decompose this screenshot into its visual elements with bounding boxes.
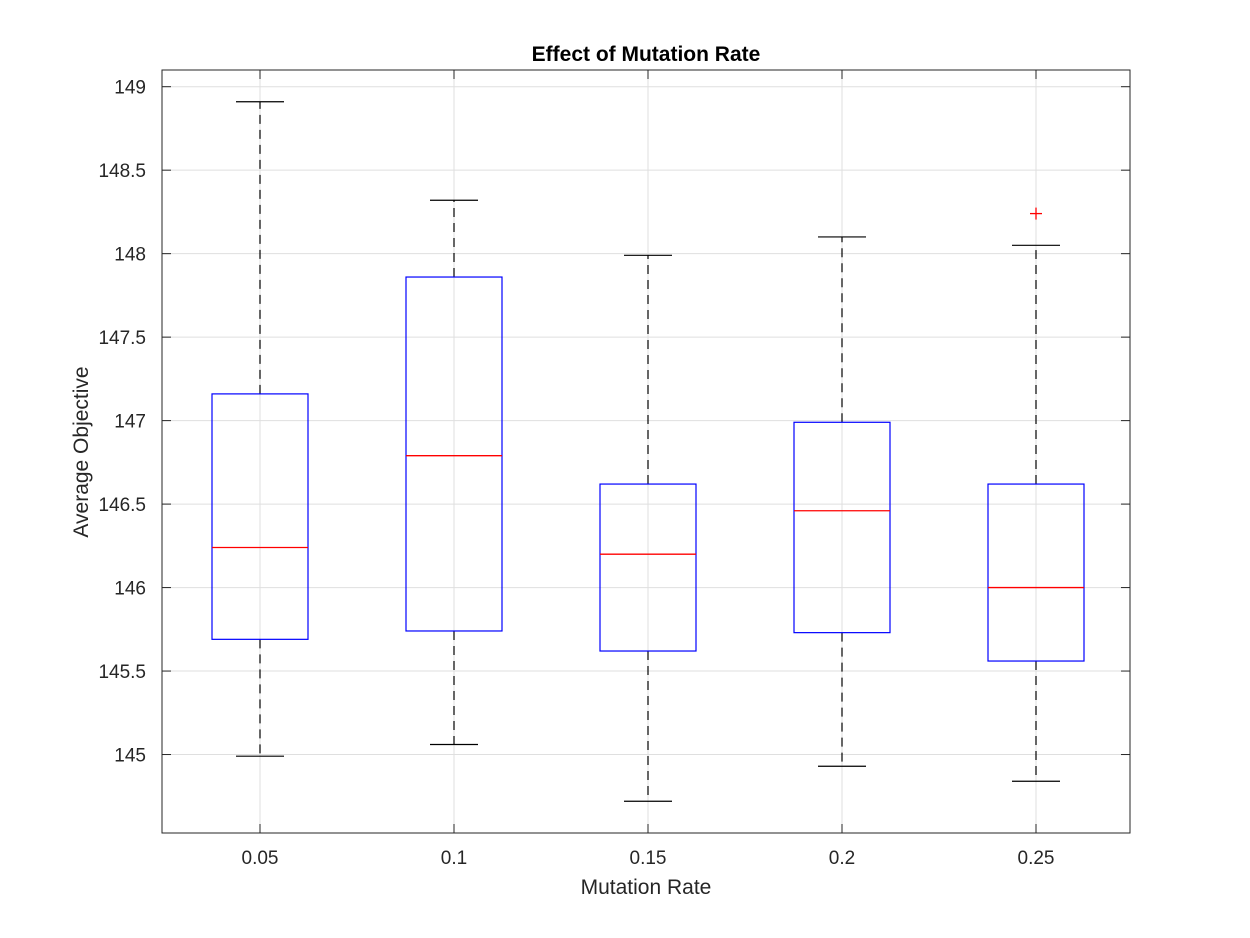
y-tick-label: 146.5 bbox=[98, 495, 146, 516]
interquartile-box bbox=[405, 276, 503, 632]
x-axis-label: Mutation Rate bbox=[581, 876, 712, 899]
x-tick-label: 0.05 bbox=[242, 848, 279, 869]
chart-title: Effect of Mutation Rate bbox=[532, 43, 761, 66]
x-tick-label: 0.25 bbox=[1018, 848, 1055, 869]
y-tick-label: 145.5 bbox=[98, 662, 146, 683]
box-group bbox=[793, 236, 891, 767]
interquartile-box bbox=[599, 483, 697, 652]
axis-ticks bbox=[162, 70, 1130, 833]
tick-labels: 0.05 0.1 0.15 0.2 0.25 145 145.5 146 146.5 147 147… bbox=[98, 78, 1054, 869]
interquartile-box bbox=[211, 393, 309, 640]
y-tick-label: 145 bbox=[114, 746, 146, 767]
boxes-layer bbox=[211, 101, 1085, 802]
interquartile-box bbox=[987, 483, 1085, 662]
y-tick-label: 149 bbox=[114, 78, 146, 99]
y-tick-label: 146 bbox=[114, 579, 146, 600]
y-axis-label: Average Objective bbox=[70, 366, 93, 537]
plot-background bbox=[162, 70, 1130, 833]
interquartile-box bbox=[793, 421, 891, 634]
y-tick-label: 147 bbox=[114, 412, 146, 433]
x-tick-label: 0.1 bbox=[441, 848, 467, 869]
outlier-marker bbox=[1030, 207, 1042, 220]
plot-frame bbox=[161, 69, 1131, 834]
box-group bbox=[405, 199, 503, 746]
box-group bbox=[211, 101, 309, 757]
box-group bbox=[599, 254, 697, 802]
x-tick-label: 0.15 bbox=[630, 848, 667, 869]
box-group bbox=[987, 207, 1085, 782]
y-tick-label: 147.5 bbox=[98, 328, 146, 349]
y-tick-label: 148 bbox=[114, 245, 146, 266]
x-tick-label: 0.2 bbox=[829, 848, 855, 869]
y-tick-label: 148.5 bbox=[98, 161, 146, 182]
